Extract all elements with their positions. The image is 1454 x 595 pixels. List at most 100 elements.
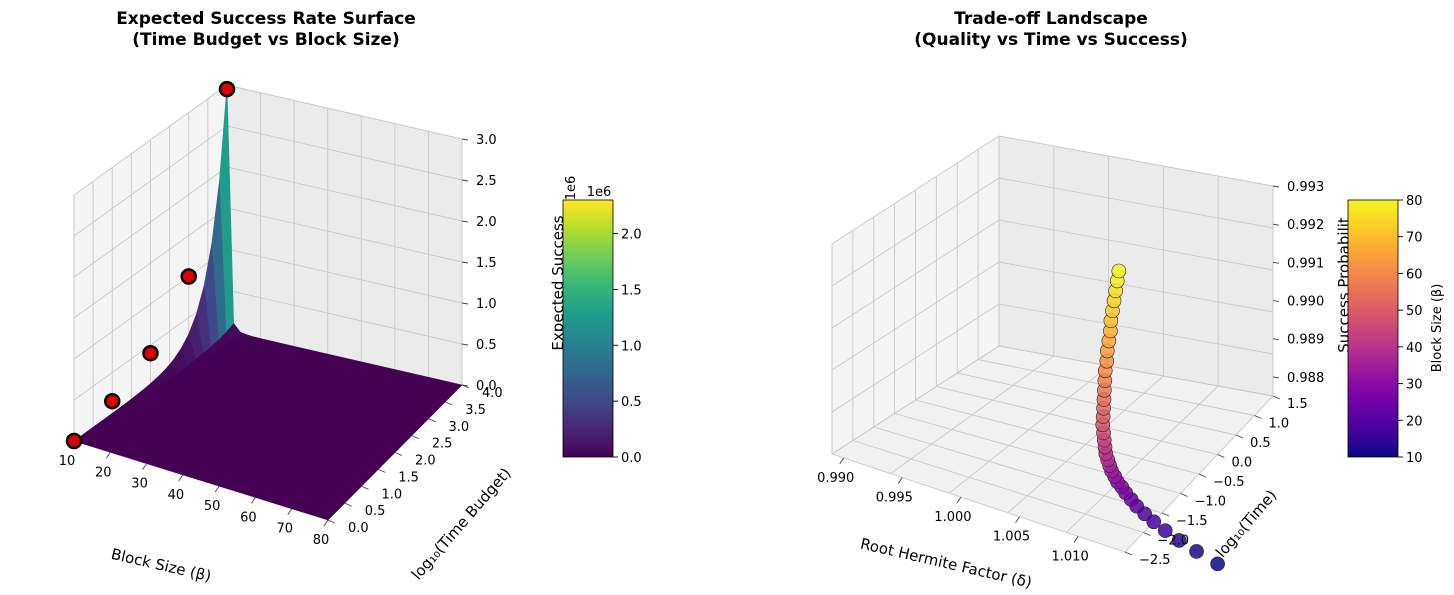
- left-grid-z-back: [226, 248, 463, 304]
- left-z-tick-label: 2.0: [476, 215, 497, 230]
- right-cb-tick-label: 40: [1406, 341, 1423, 356]
- scatter-point: [1210, 556, 1225, 572]
- right-x-tick-label: 1.000: [934, 510, 971, 525]
- left-y-tick-mark: [445, 401, 453, 406]
- right-grid-y-floor: [978, 359, 1255, 416]
- highlight-point: [104, 392, 121, 410]
- right-y-tick-mark: [1272, 395, 1281, 400]
- right-grid-y-floor: [852, 440, 1144, 533]
- right-z-tick-label: 0.992: [1287, 218, 1324, 233]
- left-y-tick-mark: [327, 519, 336, 524]
- left-z-tick-mark: [461, 302, 469, 305]
- right-y-tick-label: 1.5: [1287, 397, 1308, 412]
- left-grid-z-back: [226, 289, 463, 345]
- right-z-tick-mark: [1272, 300, 1280, 302]
- left-z-tick-label: 3.0: [476, 133, 497, 148]
- left-x-tick-mark: [287, 508, 293, 515]
- highlight-point: [142, 344, 159, 362]
- right-ticks: 0.990 0.995 1.000 1.005 1.010 −2.5 −2.0 −1.5 −1.…: [817, 180, 1324, 568]
- right-y-tick-mark: [1198, 473, 1207, 478]
- left-grid-z-back: [226, 125, 463, 181]
- left-colorbar-scale-text: 1e6: [587, 185, 612, 200]
- right-y-tick-label: −2.0: [1158, 534, 1190, 549]
- right-cb-tick-label: 80: [1406, 194, 1423, 209]
- left-z-scale-text: 1e6: [564, 176, 579, 201]
- left-z-tick-label: 1.0: [476, 297, 497, 312]
- right-z-tick-mark: [1272, 376, 1280, 379]
- left-chart-title-line1: Expected Success Rate Surface: [116, 9, 416, 29]
- left-grid-z-side: [73, 84, 228, 196]
- right-y-tick-mark: [1254, 415, 1262, 419]
- right-x-tick-mark: [897, 477, 903, 484]
- right-grid-z-back: [998, 219, 1274, 271]
- right-x-tick-label: 0.990: [817, 471, 854, 486]
- left-chart-title-line2: (Time Budget vs Block Size): [132, 30, 399, 50]
- right-y-tick-mark: [1143, 532, 1151, 536]
- right-x-tick-label: 1.010: [1052, 549, 1089, 564]
- right-x-tick-label: 0.995: [876, 491, 913, 506]
- left-x-tick-label: 30: [131, 477, 148, 492]
- left-grid-z-side: [73, 248, 228, 360]
- left-grid-z-side: [73, 207, 228, 319]
- left-y-tick-label: 3.0: [449, 420, 470, 435]
- right-grid-z-side: [831, 177, 1000, 287]
- right-z-tick-label: 0.989: [1287, 333, 1324, 348]
- left-z-tick-mark: [461, 179, 469, 182]
- right-z-tick-mark: [1272, 185, 1280, 188]
- right-z-tick-label: 0.993: [1287, 180, 1324, 195]
- right-grid-z-back: [998, 135, 1274, 187]
- left-y-axis-label: log₁₀(Time Budget): [408, 464, 515, 583]
- right-cb-tick-label: 20: [1406, 414, 1423, 429]
- right-grid-z-back: [998, 261, 1274, 313]
- left-x-axis-label: Block Size (β): [109, 545, 213, 586]
- left-y-tick-mark: [428, 418, 436, 423]
- left-x-tick-label: 80: [313, 533, 330, 548]
- left-cb-tick-label: 1.5: [621, 283, 642, 298]
- right-x-tick-mark: [1073, 536, 1079, 543]
- left-x-tick-label: 10: [59, 454, 76, 469]
- right-colorbar-label: Block Size (β): [1430, 284, 1445, 373]
- right-x-tick-mark: [839, 457, 845, 465]
- right-chart-title-line2: (Quality vs Time vs Success): [914, 30, 1187, 50]
- left-x-tick-mark: [178, 474, 184, 482]
- right-grid-z-side: [831, 345, 1000, 455]
- right-grid-z-back: [998, 345, 1274, 397]
- left-grid-z-side: [73, 125, 228, 237]
- left-ticks: 10203040506070800.00.51.01.52.02.53.03.5…: [59, 133, 503, 548]
- left-y-tick-mark: [378, 468, 386, 473]
- right-cb-tick-label: 60: [1406, 267, 1423, 282]
- right-z-tick-mark: [1272, 223, 1280, 226]
- right-grid-z-back: [998, 177, 1274, 229]
- scatter-point: [1157, 523, 1173, 538]
- right-y-tick-label: −2.5: [1139, 553, 1171, 568]
- right-grid-z-side: [831, 261, 1000, 371]
- left-y-tick-label: 2.5: [432, 437, 453, 452]
- right-y-tick-label: 0.5: [1250, 436, 1271, 451]
- right-scatter-points: [1095, 263, 1225, 572]
- left-z-tick-label: 0.5: [476, 338, 497, 353]
- left-grid-z-side: [73, 166, 228, 278]
- right-cb-tick-label: 30: [1406, 378, 1423, 393]
- left-y-tick-mark: [411, 435, 419, 440]
- left-cb-tick-label: 0.0: [621, 451, 642, 466]
- right-y-tick-mark: [1180, 493, 1188, 497]
- right-x-tick-label: 1.005: [993, 530, 1030, 545]
- left-y-tick-label: 0.5: [365, 504, 386, 519]
- right-z-tick-mark: [1272, 338, 1280, 341]
- left-y-tick-label: 4.0: [482, 386, 503, 401]
- right-y-tick-mark: [1217, 454, 1225, 458]
- left-cb-tick-label: 2.0: [621, 228, 642, 243]
- left-grid-z-back: [226, 166, 463, 222]
- left-x-tick-mark: [105, 452, 111, 459]
- left-y-tick-mark: [394, 452, 403, 456]
- right-grid-y-floor: [936, 386, 1218, 455]
- left-x-tick-label: 50: [204, 499, 221, 514]
- left-x-tick-mark: [214, 485, 220, 493]
- left-z-axis-label: Expected Success: [549, 215, 567, 350]
- right-x-tick-mark: [1015, 516, 1020, 523]
- right-y-tick-mark: [1161, 512, 1170, 517]
- right-x-tick-mark: [956, 496, 962, 504]
- left-y-tick-label: 0.0: [348, 521, 369, 536]
- left-z-tick-label: 2.5: [476, 174, 497, 189]
- left-y-tick-label: 1.5: [398, 470, 419, 485]
